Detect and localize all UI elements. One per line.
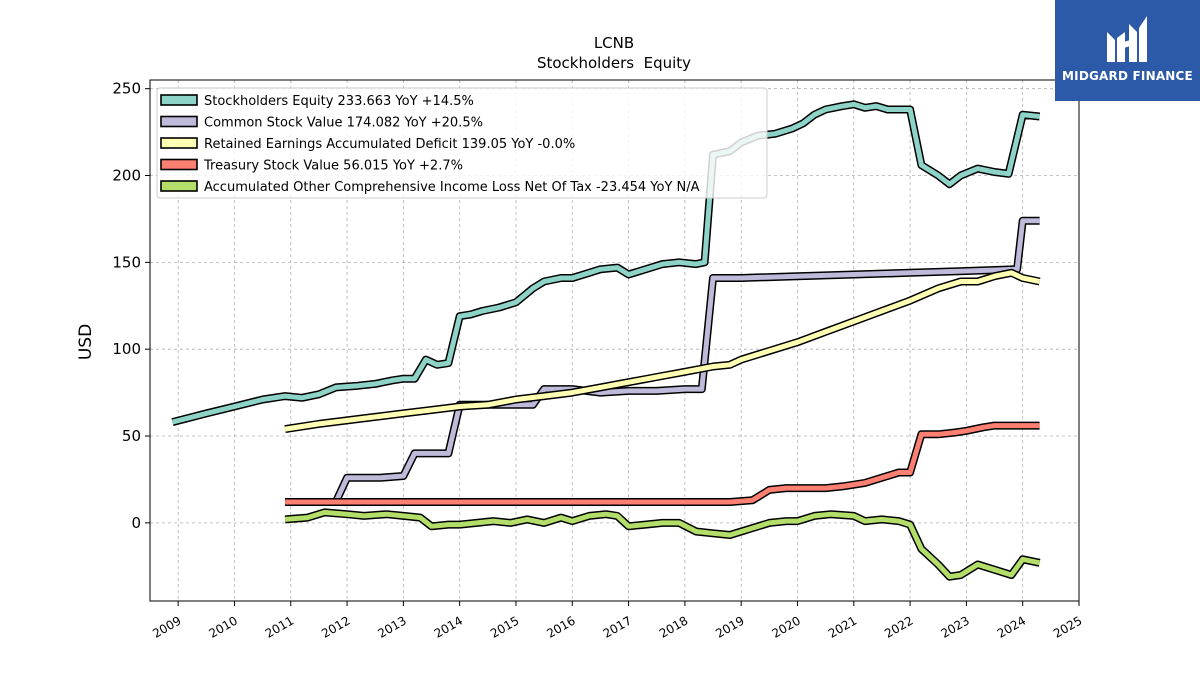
chart-title: LCNB (594, 34, 634, 52)
x-tick-label: 2023 (938, 613, 971, 640)
series-line (171, 100, 1041, 426)
series-line (285, 421, 1040, 506)
x-tick-label: 2010 (207, 613, 240, 640)
series-line-stroke (284, 270, 1041, 432)
legend-label: Treasury Stock Value 56.015 YoY +2.7% (203, 159, 463, 174)
x-tick-label: 2017 (601, 613, 634, 640)
series-line-stroke (171, 101, 1040, 425)
plot-frame (149, 79, 1080, 602)
legend-swatch (160, 180, 198, 192)
y-tick-label: 100 (112, 340, 141, 358)
y-axis: 0 50 100 150 200 250 (112, 80, 150, 532)
y-axis-label: USD (76, 324, 96, 360)
series-layer (171, 100, 1041, 581)
x-tick-label: 2014 (432, 613, 465, 640)
y-tick-label: 250 (112, 80, 141, 98)
x-tick-label: 2019 (713, 613, 746, 640)
x-tick-label: 2015 (488, 613, 521, 640)
series-line-stroke (285, 423, 1040, 505)
y-tick-label: 150 (112, 253, 141, 271)
x-axis: 2009 2010 2011 2012 2013 2014 2015 2016 2017 2018… (150, 601, 1085, 641)
x-tick-label: 2016 (544, 613, 577, 640)
legend-swatch (160, 115, 198, 128)
legend-item: Stockholders Equity 233.663 YoY +14.5% (160, 94, 474, 109)
legend-item: Retained Earnings Accumulated Deficit 13… (160, 137, 575, 152)
series-line-stroke (284, 509, 1041, 580)
y-tick-label: 50 (122, 427, 141, 445)
legend-box (156, 87, 768, 199)
y-tick-label: 0 (131, 514, 141, 532)
x-tick-label: 2022 (882, 613, 915, 640)
series-line (284, 508, 1041, 581)
brand-logo: MIDGARD FINANCE (1055, 0, 1200, 101)
logo-text: MIDGARD FINANCE (1062, 69, 1193, 83)
legend-swatch (160, 137, 198, 149)
legend-item: Treasury Stock Value 56.015 YoY +2.7% (160, 158, 463, 174)
legend-label: Common Stock Value 174.082 YoY +20.5% (204, 116, 483, 131)
x-tick-label: 2011 (263, 613, 296, 640)
x-tick-label: 2013 (375, 613, 408, 640)
series-line (284, 268, 1041, 434)
legend-item: Common Stock Value 174.082 YoY +20.5% (160, 115, 483, 131)
legend-label: Stockholders Equity 233.663 YoY +14.5% (204, 94, 474, 109)
legend-item: Accumulated Other Comprehensive Income L… (160, 180, 700, 195)
series-line-outline (284, 268, 1041, 434)
x-tick-label: 2020 (770, 613, 803, 640)
x-tick-label: 2012 (319, 613, 352, 640)
legend-label: Accumulated Other Comprehensive Income L… (204, 180, 700, 195)
y-tick-label: 200 (112, 167, 141, 185)
x-tick-label: 2009 (150, 613, 183, 640)
logo-mark-icon (1107, 16, 1147, 62)
legend-swatch (160, 94, 198, 106)
legend-label: Retained Earnings Accumulated Deficit 13… (204, 137, 575, 152)
legend-swatch (160, 158, 198, 171)
x-tick-label: 2024 (995, 613, 1028, 640)
series-line-outline (285, 421, 1040, 506)
x-tick-label: 2021 (826, 613, 859, 640)
x-tick-label: 2018 (657, 613, 690, 640)
x-tick-label: 2025 (1051, 613, 1084, 640)
chart-subtitle: Stockholders Equity (537, 54, 691, 72)
legend: Stockholders Equity 233.663 YoY +14.5% Co… (156, 87, 768, 199)
